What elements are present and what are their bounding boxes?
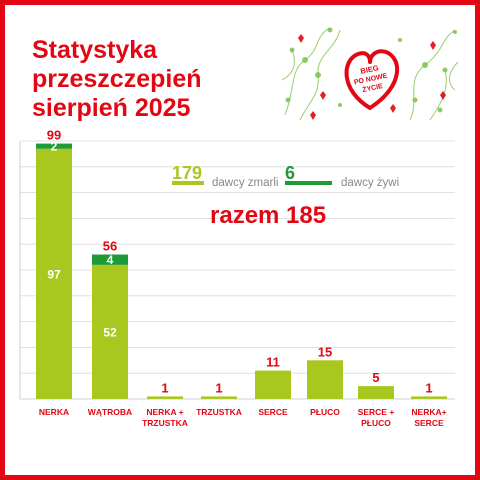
bar-deceased <box>92 264 128 399</box>
bar-total-label: 1 <box>215 380 222 395</box>
x-tick-label: PŁUCO <box>361 418 391 428</box>
bar-total-label: 1 <box>425 380 432 395</box>
x-tick-label: SERCE <box>258 407 288 417</box>
bieg-po-nowe-zycie-logo: BIEG PO NOWE ŻYCIE <box>280 20 460 124</box>
legend-living-label: dawcy żywi <box>341 177 399 189</box>
bar-total-label: 15 <box>318 344 332 359</box>
chart-bars <box>36 143 447 399</box>
legend-deceased-swatch <box>172 181 204 185</box>
x-tick-label: TRZUSTKA <box>142 418 188 428</box>
bar-total-label: 99 <box>47 128 61 143</box>
bar-total-label: 56 <box>103 239 117 254</box>
bar-total-label: 1 <box>161 380 168 395</box>
bar-living <box>92 254 128 265</box>
bar-total-label: 5 <box>372 370 379 385</box>
bar-living <box>36 143 72 149</box>
bar-deceased <box>307 360 343 399</box>
x-tick-label: SERCE + <box>358 407 395 417</box>
legend-living-swatch <box>285 181 332 185</box>
x-tick-label: NERKA + <box>146 407 183 417</box>
title-line-2: przeszczepień <box>32 65 202 93</box>
legend-deceased-label: dawcy zmarli <box>212 177 278 189</box>
x-tick-label: SERCE <box>414 418 444 428</box>
bar-deceased <box>36 148 72 399</box>
total-transplants: razem 185 <box>210 202 326 229</box>
bar-deceased-value: 97 <box>47 267 61 281</box>
logo-line-1: BIEG <box>360 63 380 76</box>
bar-deceased <box>147 396 183 399</box>
legend-living-value: 6 <box>285 163 295 183</box>
bar-deceased <box>201 396 237 399</box>
title-line-1: Statystyka <box>32 36 158 64</box>
bar-deceased <box>255 370 291 399</box>
legend-deceased-value: 179 <box>172 163 202 183</box>
bar-living-value: 4 <box>107 253 114 267</box>
x-tick-label: NERKA <box>39 407 69 417</box>
x-tick-label: NERKA+ <box>411 407 446 417</box>
x-tick-label: WĄTROBA <box>88 407 132 417</box>
bar-living-value: 2 <box>51 140 58 154</box>
bar-deceased <box>358 386 394 399</box>
title-line-3: sierpień 2025 <box>32 94 191 122</box>
x-tick-label: PŁUCO <box>310 407 340 417</box>
page-title: Statystyka przeszczepień sierpień 2025 <box>32 36 202 123</box>
x-tick-label: TRZUSTKA <box>196 407 242 417</box>
bar-total-label: 11 <box>266 355 280 370</box>
bar-deceased <box>411 396 447 399</box>
bar-deceased-value: 52 <box>103 325 117 339</box>
